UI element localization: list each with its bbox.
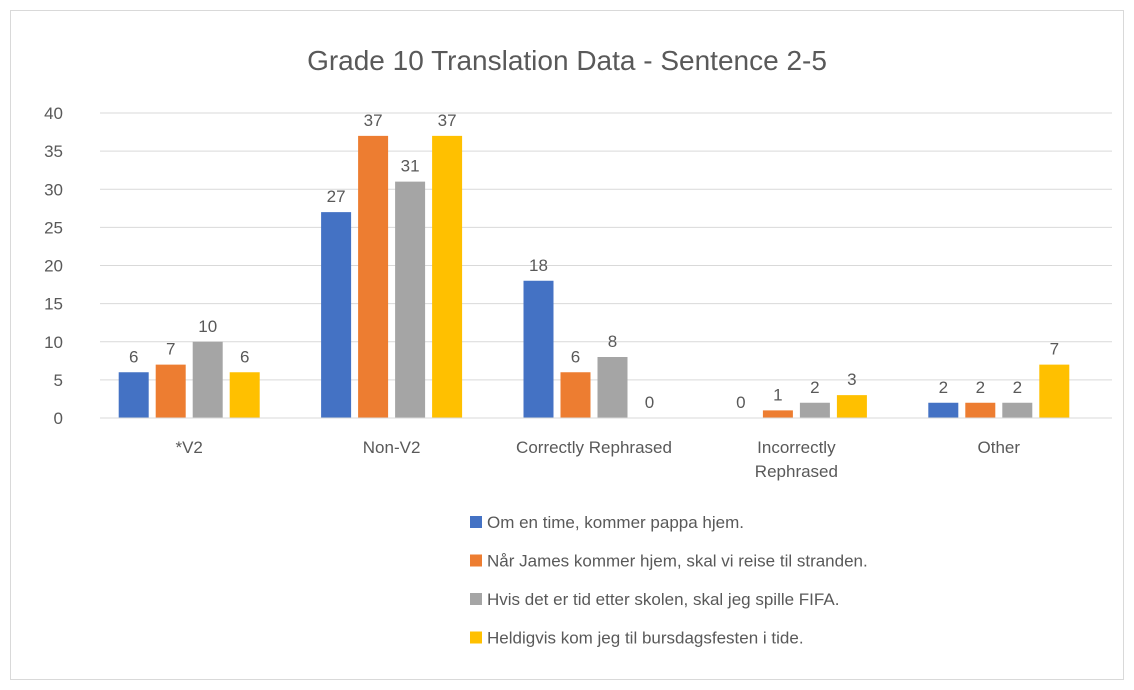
data-label: 8 <box>608 332 617 351</box>
bar <box>118 372 149 418</box>
x-tick-label: *V2 <box>175 438 203 457</box>
data-label: 6 <box>129 347 138 366</box>
y-tick-label: 5 <box>54 371 63 390</box>
bar <box>965 402 996 418</box>
data-label: 10 <box>198 317 217 336</box>
data-label: 3 <box>847 370 856 389</box>
bar <box>1002 402 1033 418</box>
bar <box>523 280 554 418</box>
data-label: 7 <box>1050 340 1059 359</box>
legend-label: Heldigvis kom jeg til bursdagsfesten i t… <box>487 629 804 648</box>
y-tick-label: 20 <box>44 257 63 276</box>
bar <box>155 364 186 418</box>
bar <box>560 372 591 418</box>
bar <box>762 410 793 418</box>
x-tick-label: Incorrectly Rephrased <box>754 438 838 481</box>
legend-label: Hvis det er tid etter skolen, skal jeg s… <box>487 590 839 609</box>
y-tick-label: 35 <box>44 142 63 161</box>
data-label: 37 <box>438 111 457 130</box>
legend-label: Når James kommer hjem, skal vi reise til… <box>487 552 868 571</box>
y-tick-label: 40 <box>44 104 63 123</box>
data-label: 2 <box>810 378 819 397</box>
legend-swatch <box>470 631 482 644</box>
chart-title: Grade 10 Translation Data - Sentence 2-5 <box>307 45 827 76</box>
legend-swatch <box>470 516 482 528</box>
data-label: 1 <box>773 385 782 404</box>
data-label: 2 <box>976 378 985 397</box>
data-label: 6 <box>571 347 580 366</box>
y-tick-label: 15 <box>44 295 63 314</box>
data-label: 37 <box>364 111 383 130</box>
legend-label: Om en time, kommer pappa hjem. <box>487 513 744 532</box>
x-tick-label: Correctly Rephrased <box>516 438 672 457</box>
x-tick-label: Non-V2 <box>362 438 421 457</box>
y-tick-label: 10 <box>44 333 63 352</box>
data-label: 7 <box>166 340 175 359</box>
bar <box>432 135 463 418</box>
bar <box>799 402 830 418</box>
x-tick-label: Other <box>977 438 1021 457</box>
data-label: 18 <box>529 256 548 275</box>
y-tick-label: 25 <box>44 218 63 237</box>
bar <box>192 341 223 418</box>
legend-swatch <box>470 593 482 605</box>
y-tick-label: 30 <box>44 180 63 199</box>
data-label: 2 <box>939 378 948 397</box>
bar <box>928 402 959 418</box>
legend-swatch <box>470 554 482 567</box>
data-label: 27 <box>327 187 346 206</box>
bar <box>358 135 389 418</box>
chart-border <box>10 10 1124 680</box>
bar <box>229 372 260 418</box>
y-tick-label: 0 <box>54 409 63 428</box>
bar <box>321 212 352 418</box>
data-label: 31 <box>401 157 420 176</box>
data-label: 0 <box>736 393 745 412</box>
bar <box>597 357 628 418</box>
bar <box>395 181 426 418</box>
bar <box>1039 364 1070 418</box>
data-label: 0 <box>645 393 654 412</box>
data-label: 2 <box>1013 378 1022 397</box>
bar <box>836 395 867 418</box>
data-label: 6 <box>240 347 249 366</box>
